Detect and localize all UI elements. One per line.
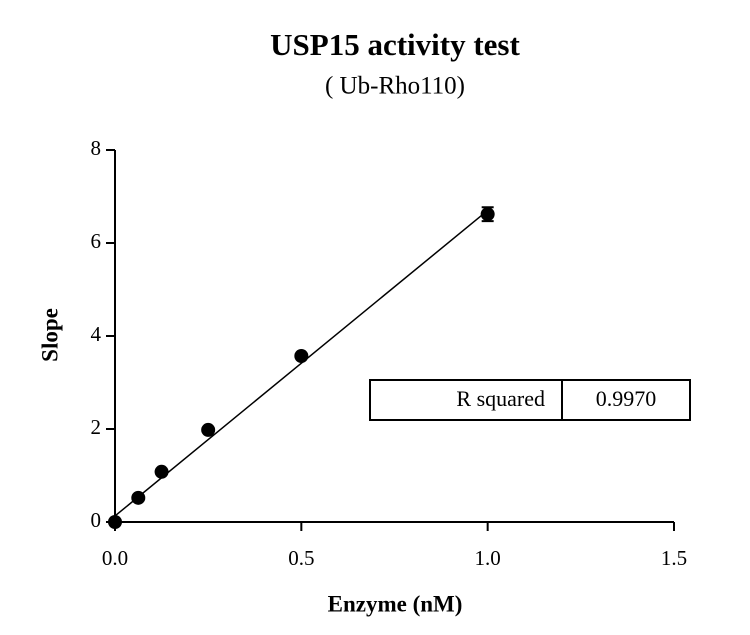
y-axis-label: Slope (37, 308, 62, 362)
y-tick-label: 4 (91, 322, 102, 346)
y-tick-label: 8 (91, 136, 102, 160)
y-tick-label: 0 (91, 508, 102, 532)
x-tick-label: 0.0 (102, 546, 128, 570)
data-point (294, 348, 309, 363)
stats-table (369, 379, 691, 421)
x-tick-label: 1.0 (475, 546, 501, 570)
x-axis-label: Enzyme (nM) (328, 591, 463, 616)
chart-subtitle: ( Ub-Rho110) (325, 73, 465, 100)
data-point (131, 490, 146, 505)
y-tick-label: 6 (91, 229, 102, 253)
fit-line (114, 209, 489, 517)
data-point (154, 464, 169, 479)
x-tick-label: 0.5 (288, 546, 314, 570)
stats-label: R squared (456, 386, 545, 411)
stats-value: 0.9970 (596, 386, 657, 411)
data-point (108, 515, 122, 529)
y-tick-label: 2 (91, 415, 102, 439)
chart-title: USP15 activity test (270, 27, 520, 62)
data-point (201, 422, 216, 437)
data-point (480, 207, 495, 222)
x-tick-label: 1.5 (661, 546, 687, 570)
